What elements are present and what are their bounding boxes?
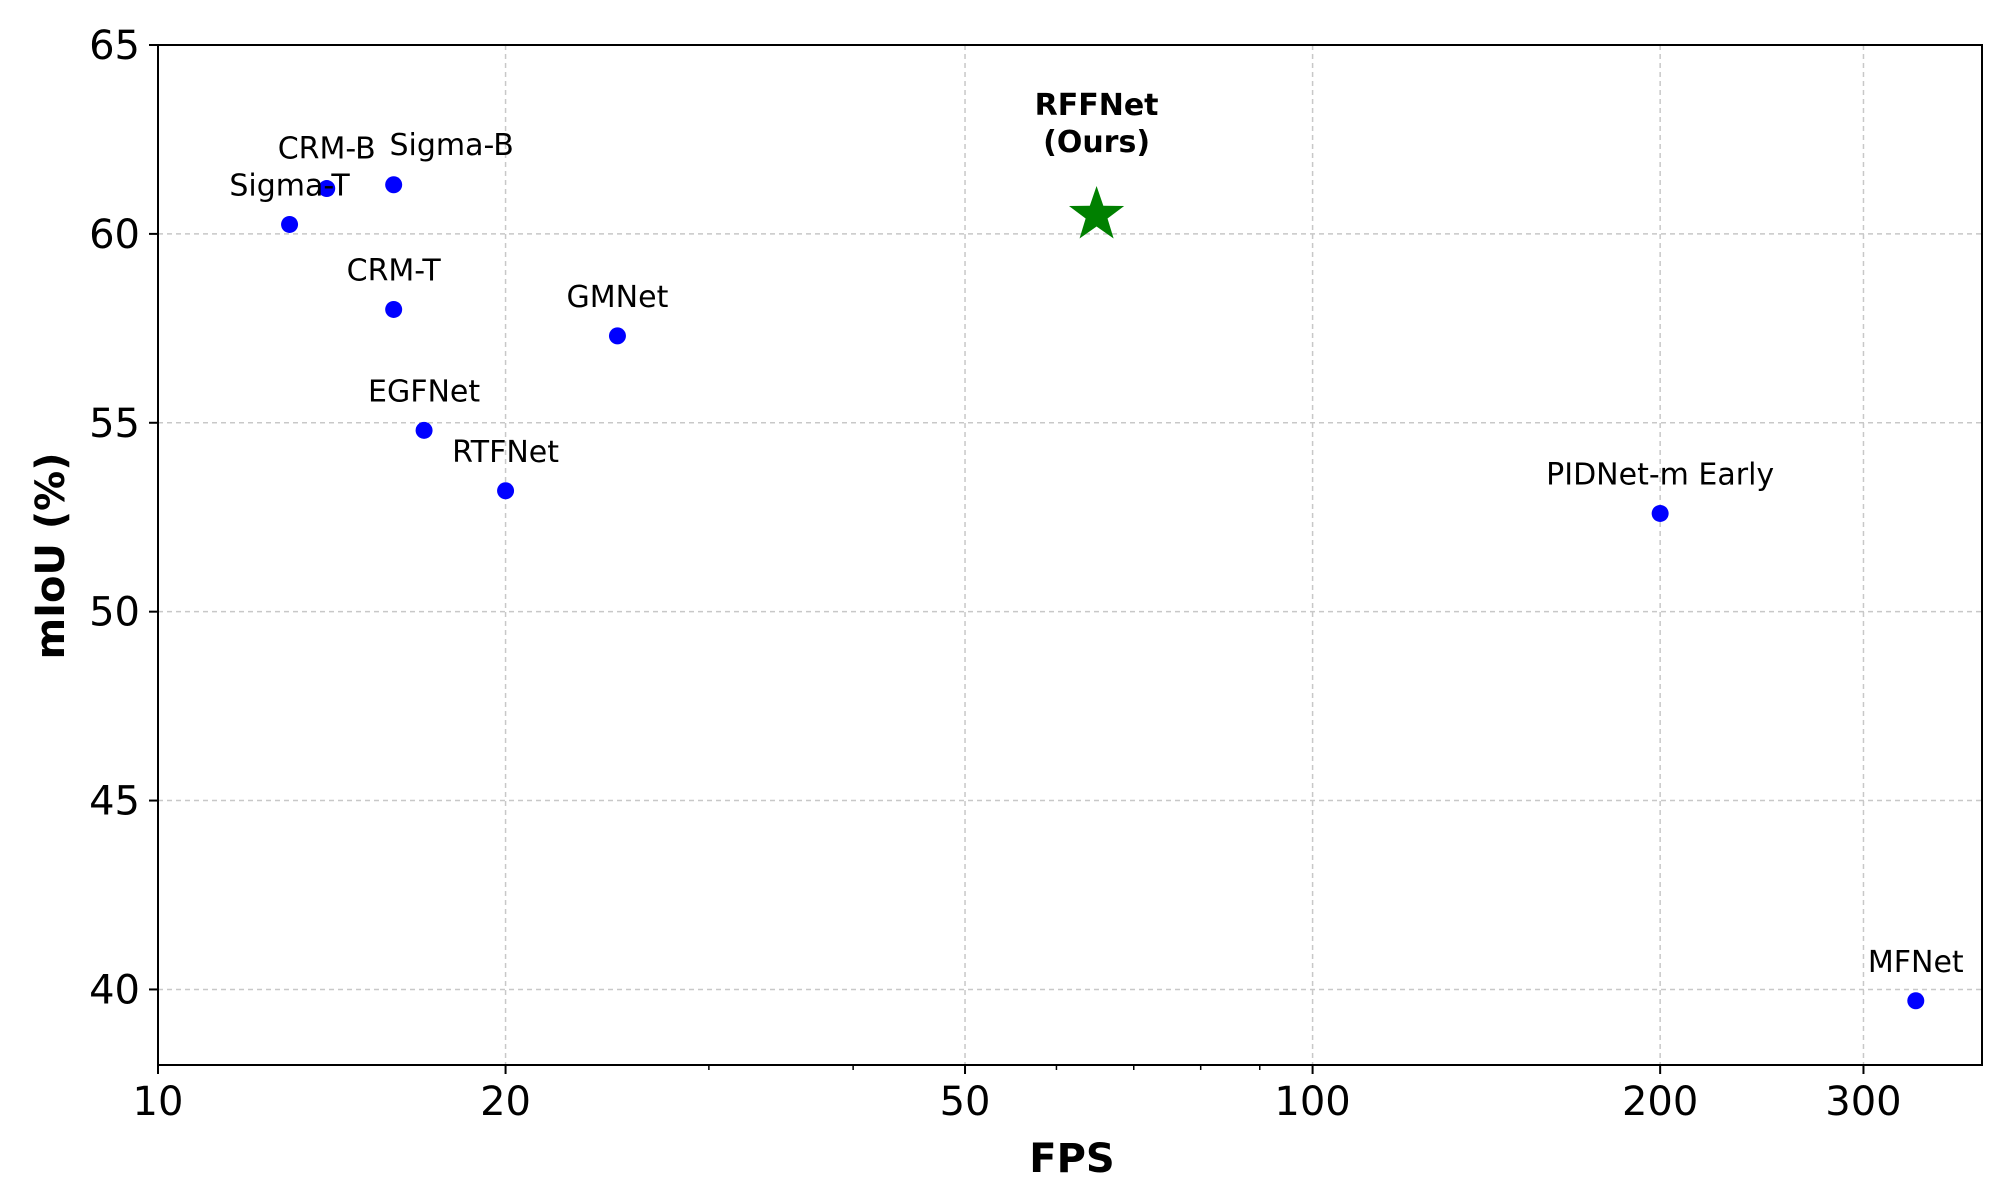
plot-frame: [157, 44, 1983, 1066]
y-tick-label: 60: [89, 212, 140, 258]
x-tick-label: 50: [940, 1079, 991, 1125]
point-label: Sigma-B: [389, 128, 513, 163]
y-tick-label: 55: [89, 401, 140, 447]
x-axis-title: FPS: [1029, 1136, 1114, 1182]
point-label: EGFNet: [368, 374, 480, 409]
point-label: Sigma-T: [229, 168, 350, 203]
data-point: [608, 327, 626, 345]
data-point: [281, 215, 299, 233]
point-label: RTFNet: [452, 435, 559, 470]
x-tick-label: 100: [1274, 1079, 1350, 1125]
point-label: MFNet: [1868, 945, 1964, 980]
x-tick-label: 20: [480, 1079, 531, 1125]
data-point: [385, 176, 403, 194]
point-label: CRM-T: [347, 253, 442, 288]
data-point: [1651, 504, 1669, 522]
x-tick-label: 300: [1825, 1079, 1901, 1125]
grid-lines: [157, 44, 1982, 1065]
data-points: [281, 176, 1925, 1010]
axes: 10 20 50 100 200 300 40 45 50 55 60 65: [89, 23, 1983, 1125]
y-tick-label: 50: [89, 590, 140, 636]
x-tick-label: 200: [1622, 1079, 1698, 1125]
data-point: [415, 421, 433, 439]
highlight-label-name: RFFNet: [1035, 88, 1159, 123]
y-axis-title: mIoU (%): [28, 452, 74, 659]
data-point: [1907, 992, 1925, 1010]
y-tick-label: 65: [89, 23, 140, 69]
y-tick-label: 45: [89, 779, 140, 825]
data-point: [318, 180, 336, 198]
x-tick-label: 10: [133, 1079, 184, 1125]
point-label: PIDNet-m Early: [1546, 457, 1774, 492]
point-label: CRM-B: [278, 132, 376, 167]
point-label: GMNet: [567, 280, 669, 315]
data-point: [385, 300, 403, 318]
highlight-star-point: [1069, 186, 1125, 239]
highlight-label-ours: (Ours): [1043, 125, 1150, 160]
y-tick-label: 40: [89, 967, 140, 1013]
data-point: [497, 482, 515, 500]
